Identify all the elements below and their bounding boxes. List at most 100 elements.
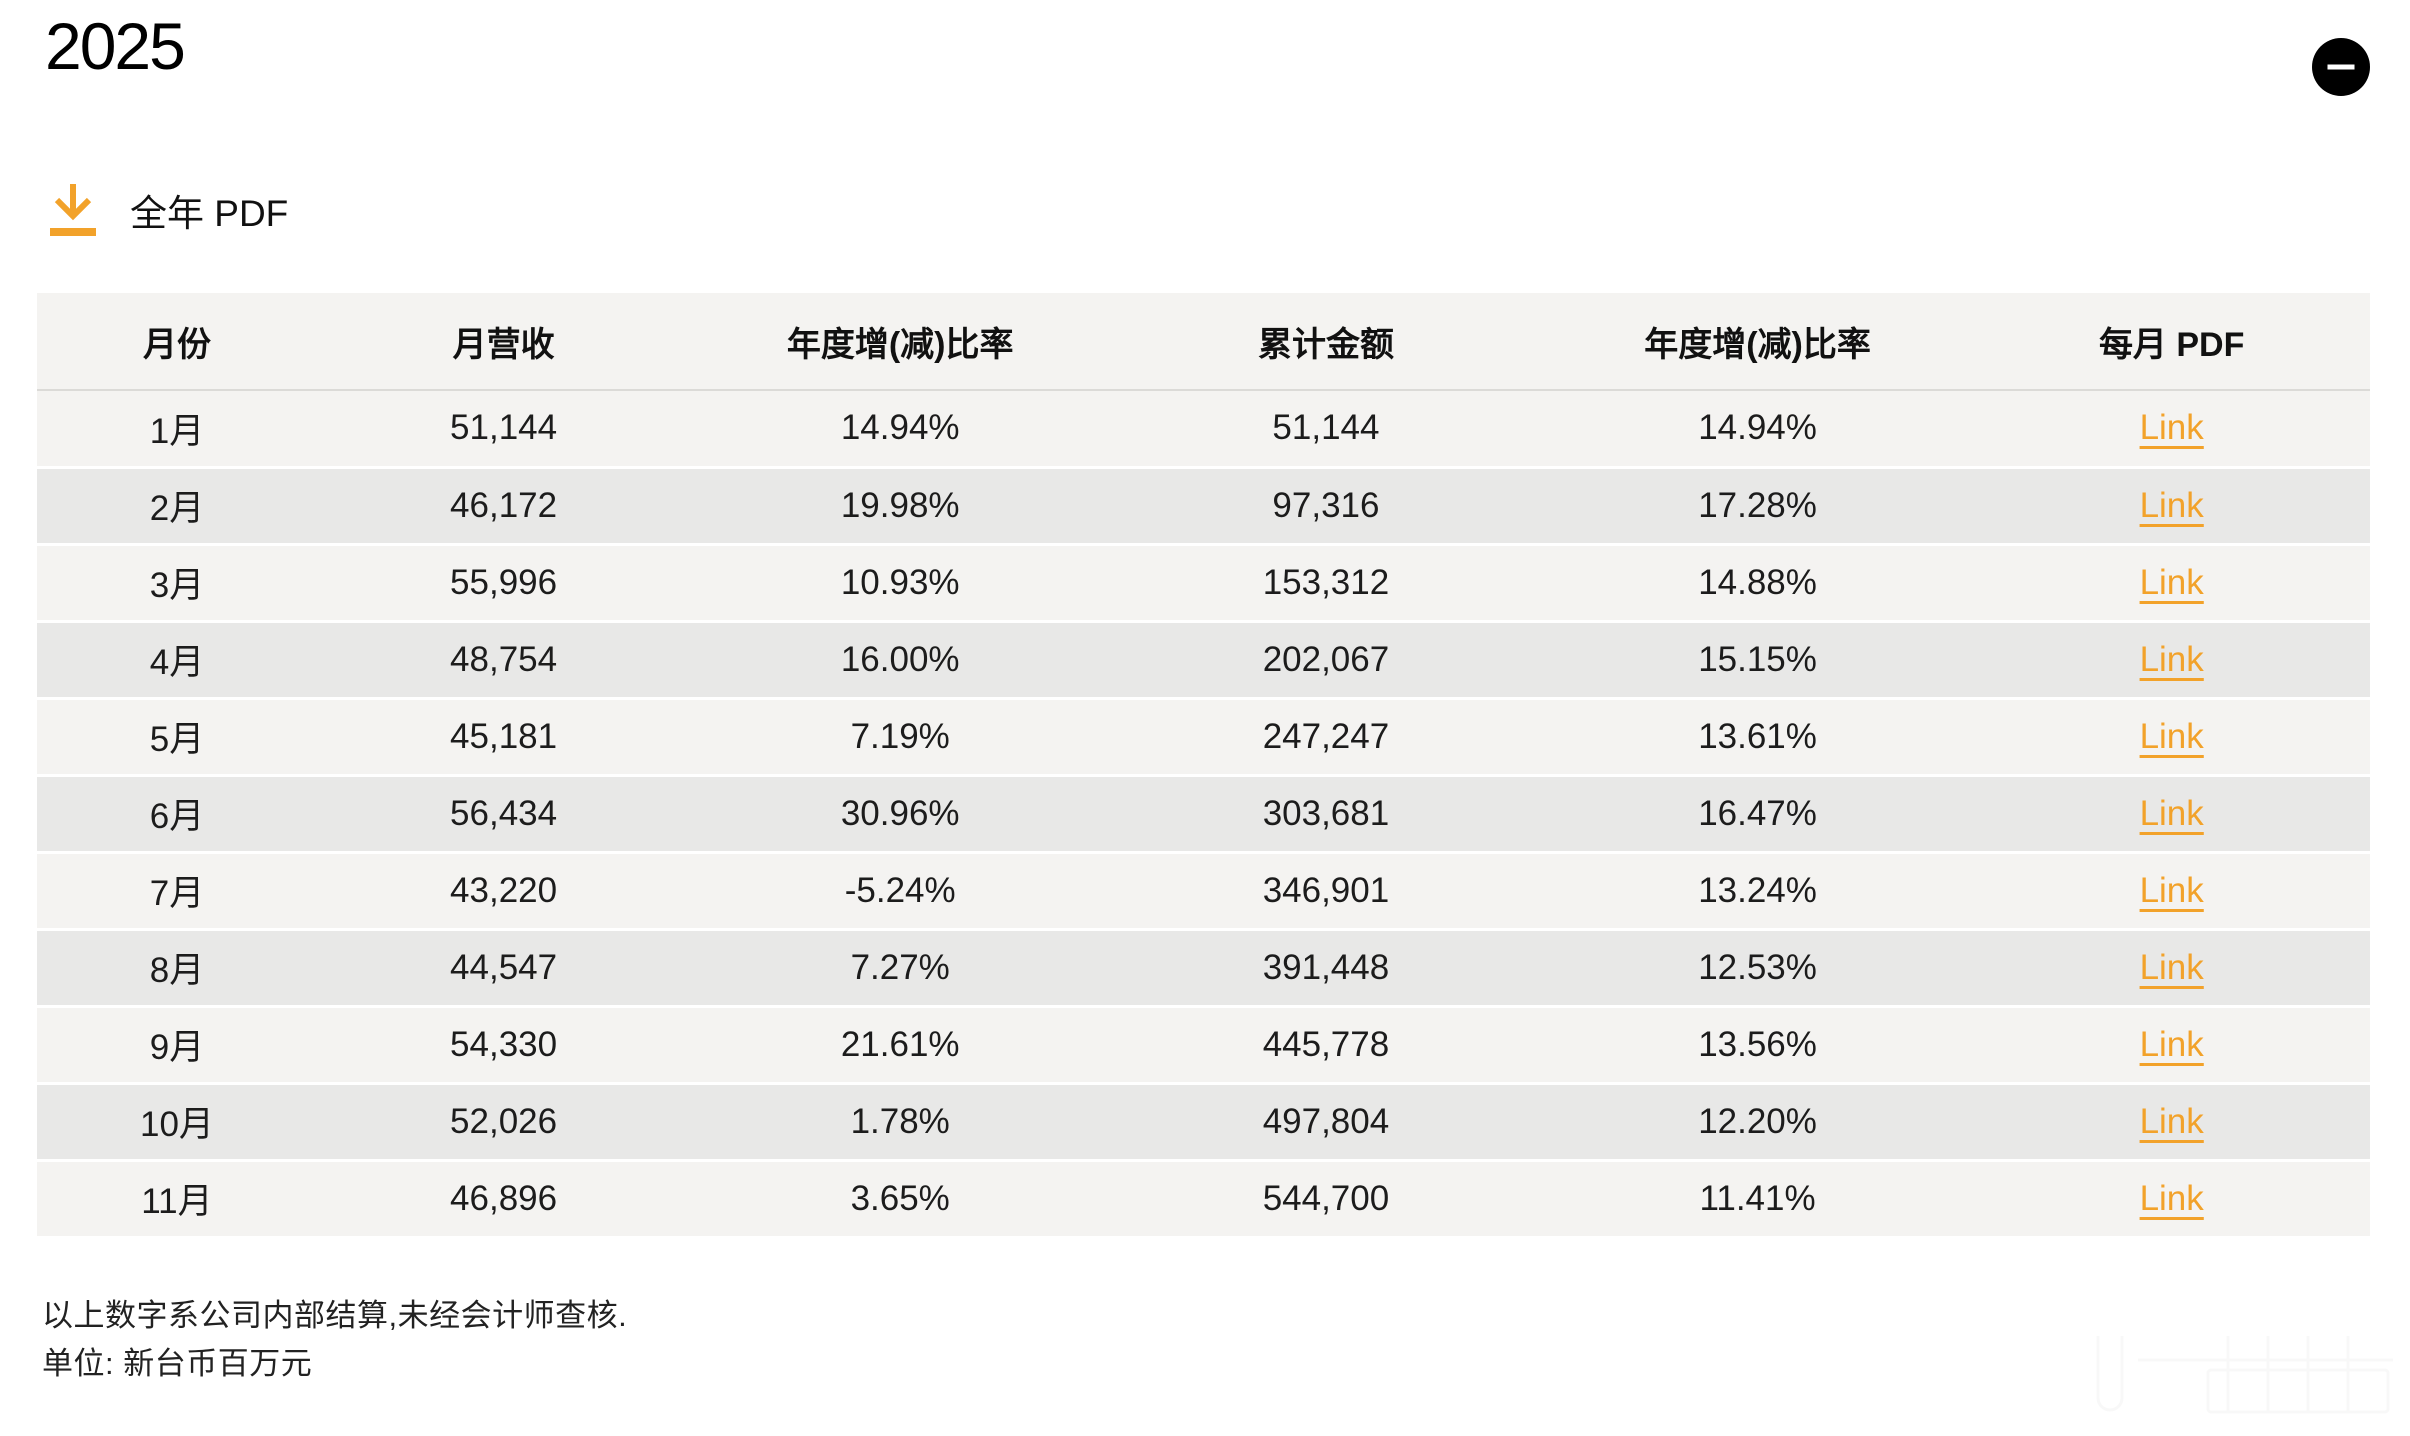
- cumulative-yoy-cell: 16.47%: [1541, 775, 1974, 854]
- page-title: 2025: [45, 9, 186, 83]
- monthly-yoy-cell: 7.19%: [690, 698, 1111, 777]
- cumulative-cell: 303,681: [1110, 775, 1542, 854]
- cumulative-yoy-cell: 15.15%: [1541, 621, 1974, 700]
- minus-icon: [2327, 64, 2355, 70]
- table-header-row: 月份 月营收 年度增(减)比率 累计金额 年度增(减)比率 每月 PDF: [37, 293, 2370, 391]
- monthly-revenue-cell: 52,026: [316, 1083, 691, 1162]
- monthly-pdf-cell: Link: [1973, 1006, 2370, 1085]
- monthly-pdf-link[interactable]: Link: [2139, 485, 2204, 525]
- monthly-yoy-cell: 19.98%: [690, 467, 1111, 546]
- cumulative-cell: 202,067: [1110, 621, 1542, 700]
- monthly-pdf-link[interactable]: Link: [2139, 562, 2204, 602]
- download-icon: [48, 182, 98, 238]
- monthly-pdf-link[interactable]: Link: [2139, 1101, 2204, 1141]
- monthly-pdf-link[interactable]: Link: [2139, 947, 2204, 987]
- monthly-revenue-cell: 55,996: [316, 544, 691, 623]
- month-cell: 9月: [37, 1006, 317, 1085]
- header-monthly-yoy: 年度增(减)比率: [690, 293, 1111, 391]
- monthly-yoy-cell: 1.78%: [690, 1083, 1111, 1162]
- table-row: 10月 52,026 1.78% 497,804 12.20% Link: [37, 1083, 2370, 1162]
- cumulative-yoy-cell: 14.94%: [1541, 390, 1974, 469]
- monthly-pdf-cell: Link: [1973, 1083, 2370, 1162]
- cumulative-cell: 153,312: [1110, 544, 1542, 623]
- monthly-yoy-cell: -5.24%: [690, 852, 1111, 931]
- monthly-revenue-cell: 51,144: [316, 390, 691, 469]
- monthly-pdf-link[interactable]: Link: [2139, 793, 2204, 833]
- monthly-revenue-table-wrap: 月份 月营收 年度增(减)比率 累计金额 年度增(减)比率 每月 PDF 1月 5…: [37, 293, 2370, 1239]
- monthly-yoy-cell: 30.96%: [690, 775, 1111, 854]
- monthly-yoy-cell: 16.00%: [690, 621, 1111, 700]
- cumulative-yoy-cell: 14.88%: [1541, 544, 1974, 623]
- monthly-pdf-cell: Link: [1973, 467, 2370, 546]
- watermark: [2068, 1330, 2400, 1416]
- month-cell: 6月: [37, 775, 317, 854]
- monthly-yoy-cell: 7.27%: [690, 929, 1111, 1008]
- month-cell: 1月: [37, 390, 317, 469]
- footnote-unaudited: 以上数字系公司内部结算,未经会计师查核.: [42, 1298, 628, 1333]
- cumulative-cell: 51,144: [1110, 390, 1542, 469]
- monthly-pdf-link[interactable]: Link: [2139, 639, 2204, 679]
- cumulative-cell: 391,448: [1110, 929, 1542, 1008]
- collapse-section-button[interactable]: [2312, 38, 2370, 96]
- monthly-revenue-cell: 44,547: [316, 929, 691, 1008]
- table-row: 5月 45,181 7.19% 247,247 13.61% Link: [37, 698, 2370, 777]
- monthly-pdf-cell: Link: [1973, 775, 2370, 854]
- month-cell: 11月: [37, 1160, 317, 1239]
- table-row: 11月 46,896 3.65% 544,700 11.41% Link: [37, 1160, 2370, 1239]
- monthly-revenue-cell: 46,172: [316, 467, 691, 546]
- monthly-yoy-cell: 21.61%: [690, 1006, 1111, 1085]
- monthly-pdf-link[interactable]: Link: [2139, 1178, 2204, 1218]
- full-year-pdf-download[interactable]: 全年 PDF: [48, 182, 288, 238]
- cumulative-cell: 247,247: [1110, 698, 1542, 777]
- monthly-revenue-cell: 54,330: [316, 1006, 691, 1085]
- table-row: 8月 44,547 7.27% 391,448 12.53% Link: [37, 929, 2370, 1008]
- monthly-revenue-cell: 56,434: [316, 775, 691, 854]
- monthly-revenue-table: 月份 月营收 年度增(减)比率 累计金额 年度增(减)比率 每月 PDF 1月 5…: [37, 293, 2370, 1239]
- table-row: 7月 43,220 -5.24% 346,901 13.24% Link: [37, 852, 2370, 931]
- monthly-pdf-cell: Link: [1973, 852, 2370, 931]
- table-row: 4月 48,754 16.00% 202,067 15.15% Link: [37, 621, 2370, 700]
- table-row: 9月 54,330 21.61% 445,778 13.56% Link: [37, 1006, 2370, 1085]
- monthly-pdf-cell: Link: [1973, 1160, 2370, 1239]
- monthly-pdf-link[interactable]: Link: [2139, 1024, 2204, 1064]
- cumulative-cell: 97,316: [1110, 467, 1542, 546]
- monthly-pdf-cell: Link: [1973, 929, 2370, 1008]
- cumulative-cell: 544,700: [1110, 1160, 1542, 1239]
- monthly-revenue-cell: 48,754: [316, 621, 691, 700]
- month-cell: 10月: [37, 1083, 317, 1162]
- monthly-revenue-cell: 46,896: [316, 1160, 691, 1239]
- monthly-yoy-cell: 14.94%: [690, 390, 1111, 469]
- cumulative-yoy-cell: 12.53%: [1541, 929, 1974, 1008]
- month-cell: 2月: [37, 467, 317, 546]
- header-monthly-revenue: 月营收: [316, 293, 691, 391]
- monthly-yoy-cell: 3.65%: [690, 1160, 1111, 1239]
- header-cumulative: 累计金额: [1110, 293, 1542, 391]
- month-cell: 4月: [37, 621, 317, 700]
- monthly-pdf-cell: Link: [1973, 621, 2370, 700]
- cumulative-yoy-cell: 12.20%: [1541, 1083, 1974, 1162]
- month-cell: 8月: [37, 929, 317, 1008]
- table-body: 1月 51,144 14.94% 51,144 14.94% Link 2月 46,172 19…: [37, 390, 2370, 1239]
- monthly-revenue-cell: 43,220: [316, 852, 691, 931]
- monthly-yoy-cell: 10.93%: [690, 544, 1111, 623]
- cumulative-cell: 445,778: [1110, 1006, 1542, 1085]
- table-row: 3月 55,996 10.93% 153,312 14.88% Link: [37, 544, 2370, 623]
- header-cumulative-yoy: 年度增(减)比率: [1541, 293, 1974, 391]
- header-month: 月份: [37, 293, 317, 391]
- monthly-revenue-cell: 45,181: [316, 698, 691, 777]
- cumulative-cell: 346,901: [1110, 852, 1542, 931]
- month-cell: 7月: [37, 852, 317, 931]
- monthly-pdf-cell: Link: [1973, 390, 2370, 469]
- cumulative-cell: 497,804: [1110, 1083, 1542, 1162]
- cumulative-yoy-cell: 11.41%: [1541, 1160, 1974, 1239]
- table-row: 6月 56,434 30.96% 303,681 16.47% Link: [37, 775, 2370, 854]
- footnote-unit: 单位: 新台币百万元: [42, 1346, 313, 1381]
- cumulative-yoy-cell: 13.24%: [1541, 852, 1974, 931]
- monthly-pdf-link[interactable]: Link: [2139, 870, 2204, 910]
- monthly-pdf-link[interactable]: Link: [2139, 408, 2204, 448]
- cumulative-yoy-cell: 17.28%: [1541, 467, 1974, 546]
- cumulative-yoy-cell: 13.56%: [1541, 1006, 1974, 1085]
- table-row: 2月 46,172 19.98% 97,316 17.28% Link: [37, 467, 2370, 546]
- monthly-pdf-link[interactable]: Link: [2139, 716, 2204, 756]
- download-label: 全年 PDF: [130, 193, 289, 234]
